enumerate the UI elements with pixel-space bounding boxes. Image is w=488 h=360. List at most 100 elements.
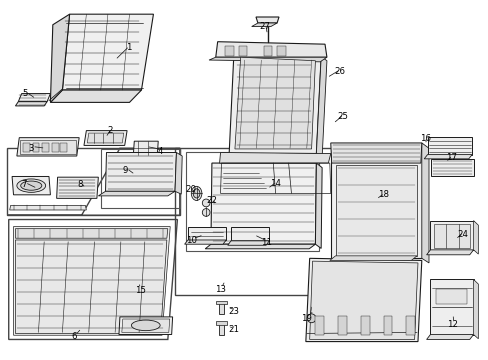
Bar xyxy=(7,148,180,215)
Text: 16: 16 xyxy=(419,134,430,143)
Bar xyxy=(435,289,467,304)
Polygon shape xyxy=(234,57,315,149)
Polygon shape xyxy=(12,176,50,195)
Bar xyxy=(42,143,49,153)
Polygon shape xyxy=(472,279,477,339)
Ellipse shape xyxy=(306,314,315,323)
Ellipse shape xyxy=(202,208,209,216)
Text: 5: 5 xyxy=(22,89,28,98)
Polygon shape xyxy=(16,229,167,238)
Text: 22: 22 xyxy=(206,196,217,205)
Polygon shape xyxy=(424,154,471,159)
Polygon shape xyxy=(20,140,76,154)
Text: 14: 14 xyxy=(269,179,281,188)
Polygon shape xyxy=(210,163,316,244)
Polygon shape xyxy=(229,52,321,154)
Polygon shape xyxy=(227,241,269,245)
Polygon shape xyxy=(16,240,166,333)
Polygon shape xyxy=(17,138,79,156)
Text: 26: 26 xyxy=(333,67,344,76)
Polygon shape xyxy=(84,131,127,145)
Polygon shape xyxy=(329,256,416,260)
Polygon shape xyxy=(57,177,98,198)
Polygon shape xyxy=(87,133,123,143)
Ellipse shape xyxy=(191,186,202,201)
Text: 17: 17 xyxy=(445,153,456,162)
Bar xyxy=(277,46,285,56)
Text: 10: 10 xyxy=(186,236,197,245)
Polygon shape xyxy=(256,17,279,23)
Text: 20: 20 xyxy=(185,185,196,194)
Ellipse shape xyxy=(193,189,200,198)
Polygon shape xyxy=(330,143,421,258)
Polygon shape xyxy=(215,42,326,57)
Text: 27: 27 xyxy=(259,22,269,31)
Ellipse shape xyxy=(20,181,41,190)
Text: 6: 6 xyxy=(71,333,77,342)
Bar xyxy=(185,153,319,251)
Bar xyxy=(406,316,414,335)
Bar xyxy=(215,301,227,304)
Polygon shape xyxy=(205,244,315,249)
Polygon shape xyxy=(429,221,472,250)
Text: 12: 12 xyxy=(447,320,458,329)
Text: 21: 21 xyxy=(228,325,239,334)
Bar xyxy=(338,316,346,335)
Bar xyxy=(218,323,224,334)
Polygon shape xyxy=(184,240,226,244)
Polygon shape xyxy=(119,317,172,334)
Text: 4: 4 xyxy=(158,147,163,156)
Bar xyxy=(225,46,233,56)
Ellipse shape xyxy=(131,320,160,330)
Polygon shape xyxy=(315,163,322,248)
Polygon shape xyxy=(316,57,326,157)
Polygon shape xyxy=(122,319,169,332)
Polygon shape xyxy=(18,94,50,102)
Text: 15: 15 xyxy=(134,285,145,294)
Text: 1: 1 xyxy=(125,43,131,52)
Polygon shape xyxy=(133,141,158,155)
Polygon shape xyxy=(50,14,69,102)
Polygon shape xyxy=(427,137,471,154)
Polygon shape xyxy=(309,261,417,339)
Polygon shape xyxy=(429,279,472,334)
Polygon shape xyxy=(10,206,86,210)
Text: 19: 19 xyxy=(301,314,312,323)
Bar xyxy=(238,46,247,56)
Polygon shape xyxy=(208,57,326,62)
Ellipse shape xyxy=(202,199,209,207)
Bar xyxy=(263,46,272,56)
Text: 18: 18 xyxy=(377,190,388,199)
Polygon shape xyxy=(251,23,277,27)
Polygon shape xyxy=(426,334,472,339)
Bar xyxy=(60,143,66,153)
Polygon shape xyxy=(472,221,477,254)
Polygon shape xyxy=(335,165,416,256)
Bar xyxy=(215,321,227,325)
Polygon shape xyxy=(98,191,175,196)
Bar xyxy=(101,149,180,208)
Polygon shape xyxy=(105,153,176,191)
Polygon shape xyxy=(175,153,182,194)
Polygon shape xyxy=(426,250,472,255)
Polygon shape xyxy=(330,143,421,163)
Bar xyxy=(23,143,30,153)
Bar xyxy=(383,316,391,335)
Text: 25: 25 xyxy=(337,112,347,121)
Text: 9: 9 xyxy=(122,166,128,175)
Bar xyxy=(360,316,369,335)
Text: 24: 24 xyxy=(456,230,467,239)
Polygon shape xyxy=(14,226,170,335)
Text: 3: 3 xyxy=(28,144,34,153)
Bar xyxy=(52,143,59,153)
Text: 23: 23 xyxy=(228,307,239,316)
Polygon shape xyxy=(50,90,141,102)
Bar xyxy=(33,143,40,153)
Text: 7: 7 xyxy=(21,180,27,189)
Polygon shape xyxy=(16,102,47,106)
Bar xyxy=(315,316,324,335)
Text: 2: 2 xyxy=(107,126,113,135)
Bar xyxy=(433,224,469,248)
Text: 11: 11 xyxy=(260,238,271,247)
Text: 13: 13 xyxy=(215,285,225,294)
